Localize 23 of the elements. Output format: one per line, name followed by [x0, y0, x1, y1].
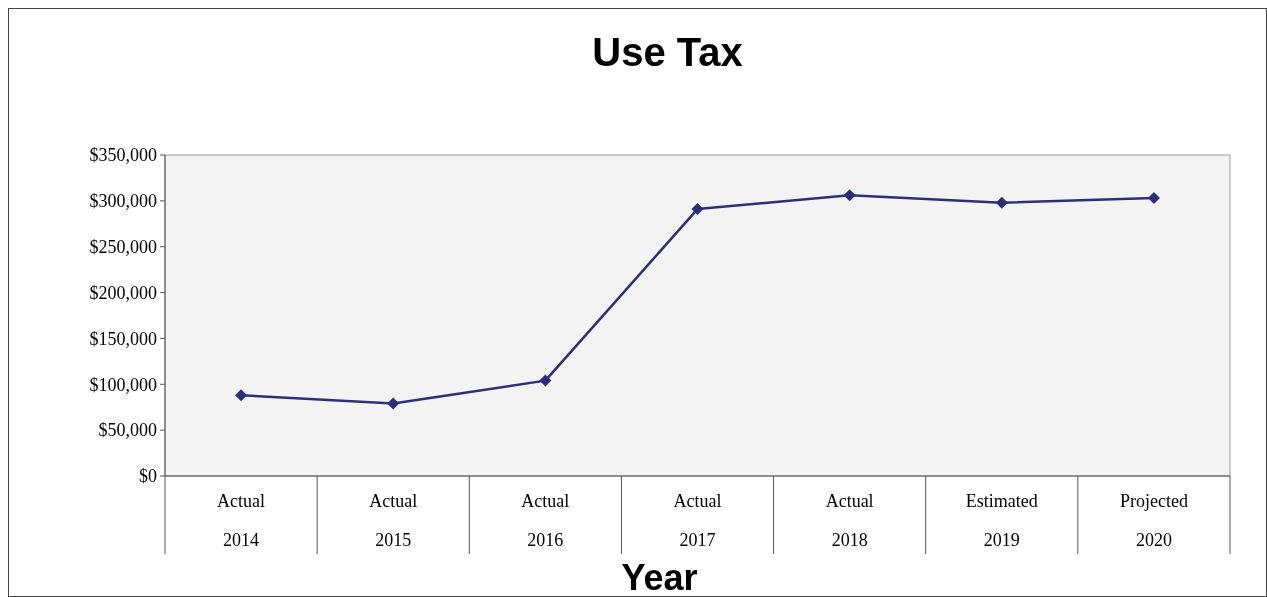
x-tick-label: Actual 2016 — [521, 491, 570, 550]
x-tick-label: Actual 2017 — [673, 491, 722, 550]
y-tick-label: $350,000 — [89, 145, 157, 166]
y-tick-label: $250,000 — [89, 237, 157, 258]
y-tick-label: $100,000 — [89, 374, 157, 395]
point — [843, 189, 856, 202]
point — [691, 203, 704, 216]
chart-title: Use Tax — [592, 30, 743, 74]
y-tick-label: $300,000 — [89, 191, 157, 212]
y-tick-label: $200,000 — [89, 282, 157, 303]
point — [995, 196, 1008, 209]
x-axis-title: Year — [621, 557, 698, 597]
y-tick-label: $50,000 — [98, 420, 157, 441]
point — [539, 374, 552, 387]
x-tick-label: Estimated 2019 — [965, 491, 1038, 550]
x-tick-label: Actual 2014 — [217, 491, 266, 550]
x-tick-label: Projected 2020 — [1119, 491, 1188, 550]
point — [235, 389, 248, 402]
point — [387, 397, 400, 410]
x-tick-label: Actual 2018 — [825, 491, 874, 550]
y-tick-label: $150,000 — [89, 328, 157, 349]
x-tick-label: Actual 2015 — [369, 491, 418, 550]
y-tick-label: $0 — [139, 466, 157, 487]
